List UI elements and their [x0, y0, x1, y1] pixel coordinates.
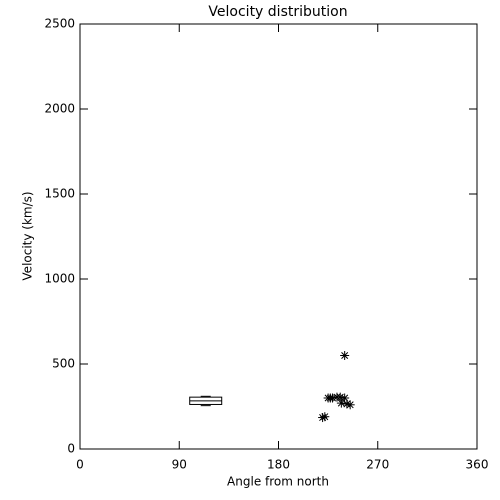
asterisk-stroke — [329, 394, 337, 402]
data-point — [320, 412, 330, 422]
data-point — [340, 351, 350, 360]
chart-title: Velocity distribution — [208, 4, 347, 20]
y-tick-label: 1000 — [44, 272, 75, 286]
y-tick-label: 500 — [52, 357, 75, 371]
x-tick-label: 90 — [172, 458, 187, 472]
data-point — [336, 398, 346, 408]
asterisk-stroke — [343, 400, 351, 408]
x-tick-label: 0 — [76, 458, 84, 472]
asterisk-stroke — [321, 413, 329, 421]
y-tick-label: 1500 — [44, 187, 75, 201]
data-point — [335, 392, 345, 402]
y-tick-label: 2000 — [44, 102, 75, 116]
asterisk-stroke — [341, 394, 349, 402]
y-axis-label: Velocity (km/s) — [21, 191, 35, 280]
y-tick-label: 0 — [67, 442, 75, 456]
asterisk-stroke — [346, 401, 354, 409]
y-tick-label: 2500 — [44, 17, 75, 31]
x-tick-label: 180 — [267, 458, 290, 472]
x-tick-label: 270 — [366, 458, 389, 472]
asterisk-stroke — [337, 399, 345, 407]
x-tick-label: 360 — [466, 458, 489, 472]
data-point — [345, 400, 355, 410]
x-axis-label: Angle from north — [227, 475, 329, 489]
asterisk-stroke — [341, 351, 349, 360]
